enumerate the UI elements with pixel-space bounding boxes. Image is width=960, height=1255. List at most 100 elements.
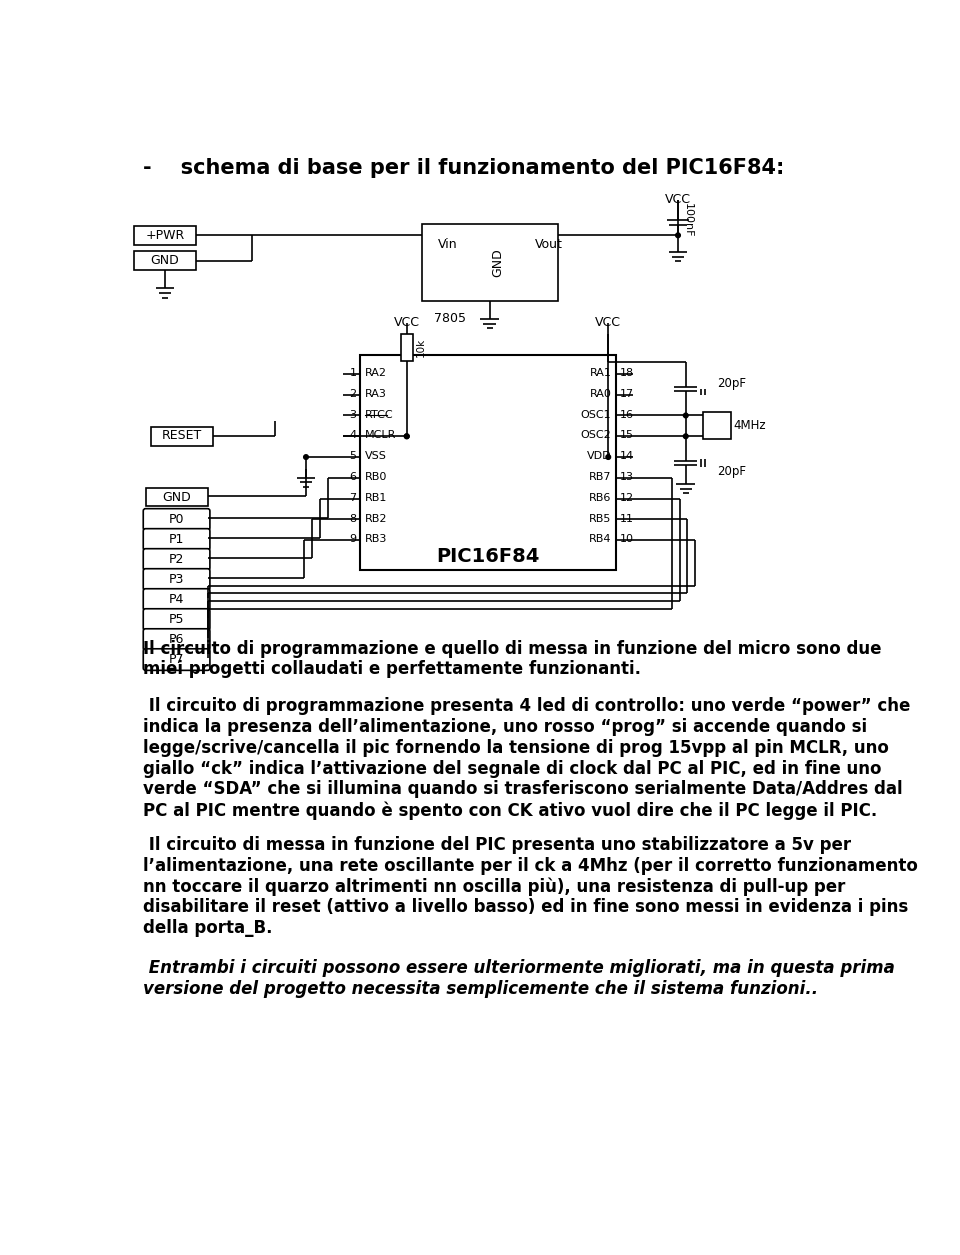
Text: nn toccare il quarzo altrimenti nn oscilla più), una resistenza di pull-up per: nn toccare il quarzo altrimenti nn oscil… xyxy=(143,877,846,896)
Text: P5: P5 xyxy=(169,612,184,626)
Text: VSS: VSS xyxy=(365,452,387,462)
Text: +PWR: +PWR xyxy=(145,228,184,242)
Text: OSC2: OSC2 xyxy=(581,430,612,441)
Text: 17: 17 xyxy=(620,389,634,399)
Text: indica la presenza dell’alimentazione, uno rosso “prog” si accende quando si: indica la presenza dell’alimentazione, u… xyxy=(143,718,868,737)
Text: 5: 5 xyxy=(349,452,356,462)
Text: VCC: VCC xyxy=(665,193,691,206)
Circle shape xyxy=(303,454,308,459)
Text: 20pF: 20pF xyxy=(717,376,746,389)
FancyBboxPatch shape xyxy=(143,528,210,550)
FancyBboxPatch shape xyxy=(143,548,210,570)
Text: 10k: 10k xyxy=(416,338,426,356)
Text: -    schema di base per il funzionamento del PIC16F84:: - schema di base per il funzionamento de… xyxy=(143,158,784,178)
Circle shape xyxy=(684,413,688,418)
Text: RB2: RB2 xyxy=(365,513,388,523)
Text: 13: 13 xyxy=(620,472,634,482)
FancyBboxPatch shape xyxy=(143,649,210,670)
Text: 4: 4 xyxy=(349,430,356,441)
Text: RA3: RA3 xyxy=(365,389,387,399)
Text: RB5: RB5 xyxy=(589,513,612,523)
Bar xyxy=(703,412,731,439)
Text: VDD: VDD xyxy=(587,452,612,462)
Text: VCC: VCC xyxy=(394,316,420,329)
Text: RA2: RA2 xyxy=(365,368,387,378)
Text: RTCC: RTCC xyxy=(365,409,394,419)
Bar xyxy=(134,226,196,245)
Text: miei progetti collaudati e perfettamente funzionanti.: miei progetti collaudati e perfettamente… xyxy=(143,660,641,678)
Text: MCLR: MCLR xyxy=(365,430,396,441)
Text: P4: P4 xyxy=(169,594,184,606)
Text: RB1: RB1 xyxy=(365,493,387,503)
Text: P3: P3 xyxy=(169,574,184,586)
Text: 10: 10 xyxy=(620,535,634,545)
Text: P2: P2 xyxy=(169,553,184,566)
Text: 16: 16 xyxy=(620,409,634,419)
Text: 12: 12 xyxy=(620,493,634,503)
Text: GND: GND xyxy=(162,491,191,503)
FancyBboxPatch shape xyxy=(143,609,210,630)
Circle shape xyxy=(404,434,409,438)
Text: Entrambi i circuiti possono essere ulteriormente migliorati, ma in questa prima: Entrambi i circuiti possono essere ulter… xyxy=(143,959,895,978)
Circle shape xyxy=(606,454,611,459)
Text: OSC1: OSC1 xyxy=(581,409,612,419)
Text: Il circuito di messa in funzione del PIC presenta uno stabilizzatore a 5v per: Il circuito di messa in funzione del PIC… xyxy=(143,836,852,853)
Circle shape xyxy=(676,233,681,237)
Text: P1: P1 xyxy=(169,533,184,546)
Text: 3: 3 xyxy=(349,409,356,419)
Circle shape xyxy=(684,434,688,438)
Text: RA1: RA1 xyxy=(589,368,612,378)
Text: 14: 14 xyxy=(620,452,634,462)
Text: Il circuito di programmazione presenta 4 led di controllo: uno verde “power” che: Il circuito di programmazione presenta 4… xyxy=(143,698,911,715)
Text: RB3: RB3 xyxy=(365,535,387,545)
Text: versione del progetto necessita semplicemente che il sistema funzioni..: versione del progetto necessita semplice… xyxy=(143,980,818,998)
Text: GND: GND xyxy=(151,255,180,267)
FancyBboxPatch shape xyxy=(143,508,210,530)
Text: 100nF: 100nF xyxy=(683,203,693,237)
Bar xyxy=(146,488,207,506)
Bar xyxy=(134,251,196,270)
Text: RA0: RA0 xyxy=(589,389,612,399)
Text: 7805: 7805 xyxy=(434,312,466,325)
FancyBboxPatch shape xyxy=(143,629,210,650)
Text: disabilitare il reset (attivo a livello basso) ed in fine sono messi in evidenza: disabilitare il reset (attivo a livello … xyxy=(143,899,908,916)
Bar xyxy=(360,355,616,570)
Text: 7: 7 xyxy=(349,493,356,503)
Text: 11: 11 xyxy=(620,513,634,523)
Bar xyxy=(151,427,213,446)
Text: P0: P0 xyxy=(169,513,184,526)
Text: PC al PIC mentre quando è spento con CK ativo vuol dire che il PC legge il PIC.: PC al PIC mentre quando è spento con CK … xyxy=(143,801,877,820)
Text: 15: 15 xyxy=(620,430,634,441)
Text: P6: P6 xyxy=(169,633,184,646)
FancyBboxPatch shape xyxy=(143,589,210,610)
Text: RB4: RB4 xyxy=(588,535,612,545)
Text: 8: 8 xyxy=(349,513,356,523)
Text: GND: GND xyxy=(491,248,504,276)
Text: 2: 2 xyxy=(349,389,356,399)
Text: 6: 6 xyxy=(349,472,356,482)
Text: VCC: VCC xyxy=(595,316,621,329)
Text: Il circuito di programmazione e quello di messa in funzione del micro sono due: Il circuito di programmazione e quello d… xyxy=(143,640,881,658)
Text: RB6: RB6 xyxy=(589,493,612,503)
Bar xyxy=(400,334,413,360)
FancyBboxPatch shape xyxy=(143,569,210,590)
Text: 18: 18 xyxy=(620,368,634,378)
Text: RB7: RB7 xyxy=(588,472,612,482)
Text: 4MHz: 4MHz xyxy=(733,419,766,432)
Text: 20pF: 20pF xyxy=(717,466,746,478)
Circle shape xyxy=(404,434,409,438)
Bar xyxy=(422,223,558,301)
Text: legge/scrive/cancella il pic fornendo la tensione di prog 15vpp al pin MCLR, uno: legge/scrive/cancella il pic fornendo la… xyxy=(143,739,889,757)
Text: P7: P7 xyxy=(169,653,184,666)
Text: PIC16F84: PIC16F84 xyxy=(437,547,540,566)
Text: Vin: Vin xyxy=(438,237,457,251)
Text: RESET: RESET xyxy=(162,429,203,442)
Text: verde “SDA” che si illumina quando si trasferiscono serialmente Data/Addres dal: verde “SDA” che si illumina quando si tr… xyxy=(143,781,902,798)
Text: giallo “ck” indica l’attivazione del segnale di clock dal PC al PIC, ed in fine : giallo “ck” indica l’attivazione del seg… xyxy=(143,759,881,778)
Text: RB0: RB0 xyxy=(365,472,387,482)
Text: Vout: Vout xyxy=(535,237,563,251)
Text: 9: 9 xyxy=(349,535,356,545)
Text: l’alimentazione, una rete oscillante per il ck a 4Mhz (per il corretto funzionam: l’alimentazione, una rete oscillante per… xyxy=(143,857,918,875)
Text: della porta_B.: della porta_B. xyxy=(143,919,273,937)
Text: 1: 1 xyxy=(349,368,356,378)
